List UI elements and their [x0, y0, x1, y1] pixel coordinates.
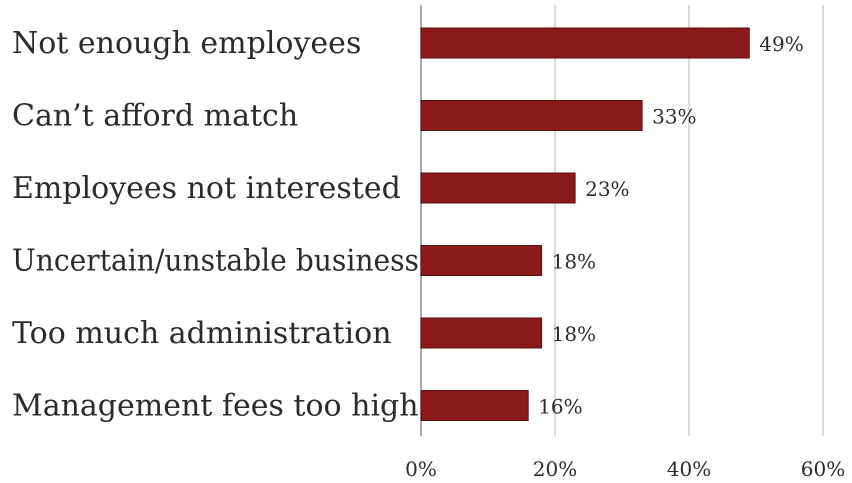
category-label: Can’t afford match	[12, 99, 298, 134]
bar	[420, 100, 643, 131]
value-label: 16%	[538, 395, 582, 419]
bar	[420, 317, 543, 349]
x-tick-label: 60%	[801, 457, 845, 481]
value-labels: 49% 33% 23% 18% 18% 16%	[538, 32, 804, 419]
category-label: Management fees too high	[12, 389, 419, 424]
value-label: 49%	[759, 32, 803, 56]
bar	[420, 245, 543, 276]
value-label: 33%	[652, 105, 696, 129]
value-label: 18%	[552, 322, 596, 346]
gridlines	[420, 5, 824, 436]
bar	[420, 390, 529, 421]
x-tick-label: 40%	[667, 457, 711, 481]
x-tick-label: 0%	[405, 457, 437, 481]
category-label: Uncertain/unstable business	[12, 244, 419, 279]
bars	[420, 27, 750, 421]
bar	[420, 172, 576, 204]
category-label: Too much administration	[12, 316, 392, 351]
value-label: 23%	[585, 177, 629, 201]
value-label: 18%	[552, 250, 596, 274]
x-tick-label: 20%	[533, 457, 577, 481]
category-label: Not enough employees	[12, 26, 361, 61]
category-labels: Not enough employees Can’t afford match Em…	[12, 26, 419, 424]
bar	[420, 27, 750, 59]
x-axis-tick-labels: 0% 20% 40% 60%	[405, 457, 845, 481]
category-label: Employees not interested	[12, 171, 401, 206]
